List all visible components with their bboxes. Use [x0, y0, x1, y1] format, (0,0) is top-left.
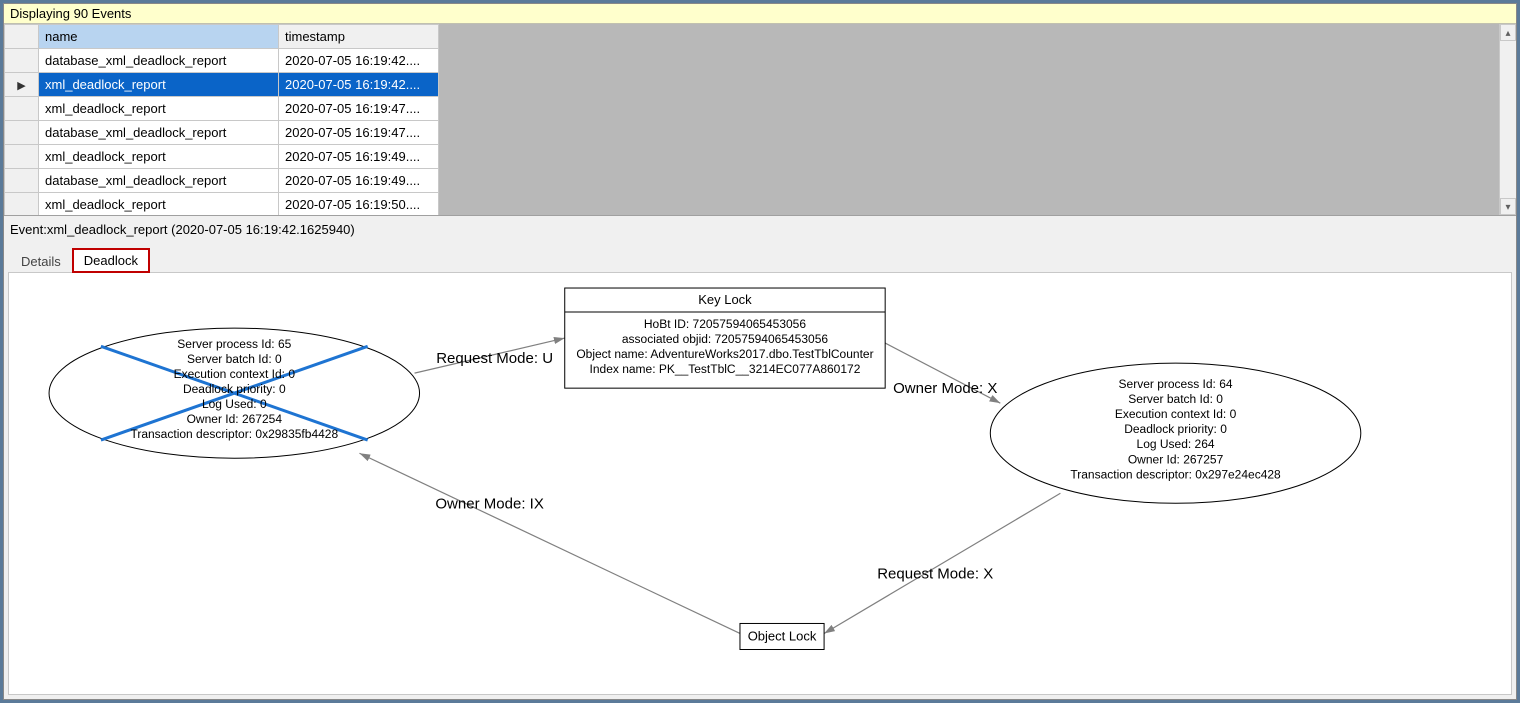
- event-detail-text: Event:xml_deadlock_report (2020-07-05 16…: [10, 222, 355, 237]
- cell-name: database_xml_deadlock_report: [39, 121, 279, 145]
- svg-text:Server process Id: 64: Server process Id: 64: [1119, 377, 1233, 391]
- table-row[interactable]: database_xml_deadlock_report2020-07-05 1…: [5, 169, 439, 193]
- svg-text:Owner Id: 267254: Owner Id: 267254: [187, 412, 283, 426]
- cell-timestamp: 2020-07-05 16:19:49....: [279, 169, 439, 193]
- svg-text:associated objid: 720575940654: associated objid: 72057594065453056: [622, 332, 829, 346]
- svg-text:Owner Id: 267257: Owner Id: 267257: [1128, 452, 1224, 466]
- status-bar: Displaying 90 Events: [4, 4, 1516, 24]
- cell-timestamp: 2020-07-05 16:19:42....: [279, 73, 439, 97]
- tab-deadlock[interactable]: Deadlock: [72, 248, 150, 273]
- cell-name: xml_deadlock_report: [39, 145, 279, 169]
- svg-text:Server process Id: 65: Server process Id: 65: [177, 337, 291, 351]
- deadlock-diagram[interactable]: Request Mode: U Owner Mode: X Owner Mode: …: [8, 272, 1512, 695]
- cell-timestamp: 2020-07-05 16:19:50....: [279, 193, 439, 216]
- scroll-up-icon[interactable]: ▴: [1500, 24, 1516, 41]
- cell-name: xml_deadlock_report: [39, 193, 279, 216]
- table-row[interactable]: xml_deadlock_report2020-07-05 16:19:50..…: [5, 193, 439, 216]
- svg-text:Server batch Id: 0: Server batch Id: 0: [1128, 392, 1223, 406]
- row-header-col[interactable]: [5, 25, 39, 49]
- events-grid[interactable]: name timestamp database_xml_deadlock_rep…: [4, 24, 439, 215]
- cell-timestamp: 2020-07-05 16:19:47....: [279, 121, 439, 145]
- svg-text:Execution context Id: 0: Execution context Id: 0: [1115, 407, 1237, 421]
- svg-text:Transaction descriptor: 0x2983: Transaction descriptor: 0x29835fb4428: [130, 427, 338, 441]
- cell-name: xml_deadlock_report: [39, 97, 279, 121]
- row-indicator: ▶: [5, 73, 39, 97]
- table-row[interactable]: xml_deadlock_report2020-07-05 16:19:49..…: [5, 145, 439, 169]
- grid-scrollbar[interactable]: ▴ ▾: [1499, 24, 1516, 215]
- events-grid-container: name timestamp database_xml_deadlock_rep…: [4, 24, 1516, 216]
- svg-text:Deadlock priority: 0: Deadlock priority: 0: [183, 382, 286, 396]
- tab-details[interactable]: Details: [10, 250, 72, 273]
- svg-text:Deadlock priority: 0: Deadlock priority: 0: [1124, 422, 1227, 436]
- svg-text:Server batch Id: 0: Server batch Id: 0: [187, 352, 282, 366]
- row-indicator: [5, 145, 39, 169]
- table-row[interactable]: ▶xml_deadlock_report2020-07-05 16:19:42.…: [5, 73, 439, 97]
- cell-timestamp: 2020-07-05 16:19:47....: [279, 97, 439, 121]
- svg-text:Key Lock: Key Lock: [698, 292, 752, 307]
- cell-timestamp: 2020-07-05 16:19:42....: [279, 49, 439, 73]
- row-indicator: [5, 97, 39, 121]
- svg-text:Index name: PK__TestTblC__3214: Index name: PK__TestTblC__3214EC077A8601…: [590, 362, 861, 376]
- col-header-timestamp[interactable]: timestamp: [279, 25, 439, 49]
- svg-text:Request Mode: X: Request Mode: X: [877, 565, 993, 582]
- row-indicator: [5, 49, 39, 73]
- svg-text:HoBt ID: 72057594065453056: HoBt ID: 72057594065453056: [644, 317, 806, 331]
- event-detail-header: Event:xml_deadlock_report (2020-07-05 16…: [4, 216, 1516, 239]
- svg-text:Log Used: 0: Log Used: 0: [202, 397, 267, 411]
- svg-text:Object name: AdventureWorks201: Object name: AdventureWorks2017.dbo.Test…: [576, 347, 873, 361]
- cell-timestamp: 2020-07-05 16:19:49....: [279, 145, 439, 169]
- row-indicator: [5, 169, 39, 193]
- status-text: Displaying 90 Events: [10, 6, 131, 21]
- cell-name: database_xml_deadlock_report: [39, 169, 279, 193]
- svg-text:Request Mode: U: Request Mode: U: [436, 350, 553, 367]
- scroll-down-icon[interactable]: ▾: [1500, 198, 1516, 215]
- svg-text:Execution context Id: 0: Execution context Id: 0: [174, 367, 296, 381]
- svg-text:Log Used: 264: Log Used: 264: [1137, 437, 1215, 451]
- svg-text:Owner Mode: IX: Owner Mode: IX: [435, 495, 543, 512]
- cell-name: database_xml_deadlock_report: [39, 49, 279, 73]
- svg-text:Object Lock: Object Lock: [748, 628, 817, 643]
- table-row[interactable]: database_xml_deadlock_report2020-07-05 1…: [5, 121, 439, 145]
- svg-text:Owner Mode: X: Owner Mode: X: [893, 380, 997, 397]
- row-indicator: [5, 121, 39, 145]
- svg-text:Transaction descriptor: 0x297e: Transaction descriptor: 0x297e24ec428: [1070, 467, 1281, 481]
- detail-tabs: Details Deadlock: [4, 239, 1516, 272]
- table-row[interactable]: xml_deadlock_report2020-07-05 16:19:47..…: [5, 97, 439, 121]
- cell-name: xml_deadlock_report: [39, 73, 279, 97]
- row-indicator: [5, 193, 39, 216]
- col-header-name[interactable]: name: [39, 25, 279, 49]
- table-row[interactable]: database_xml_deadlock_report2020-07-05 1…: [5, 49, 439, 73]
